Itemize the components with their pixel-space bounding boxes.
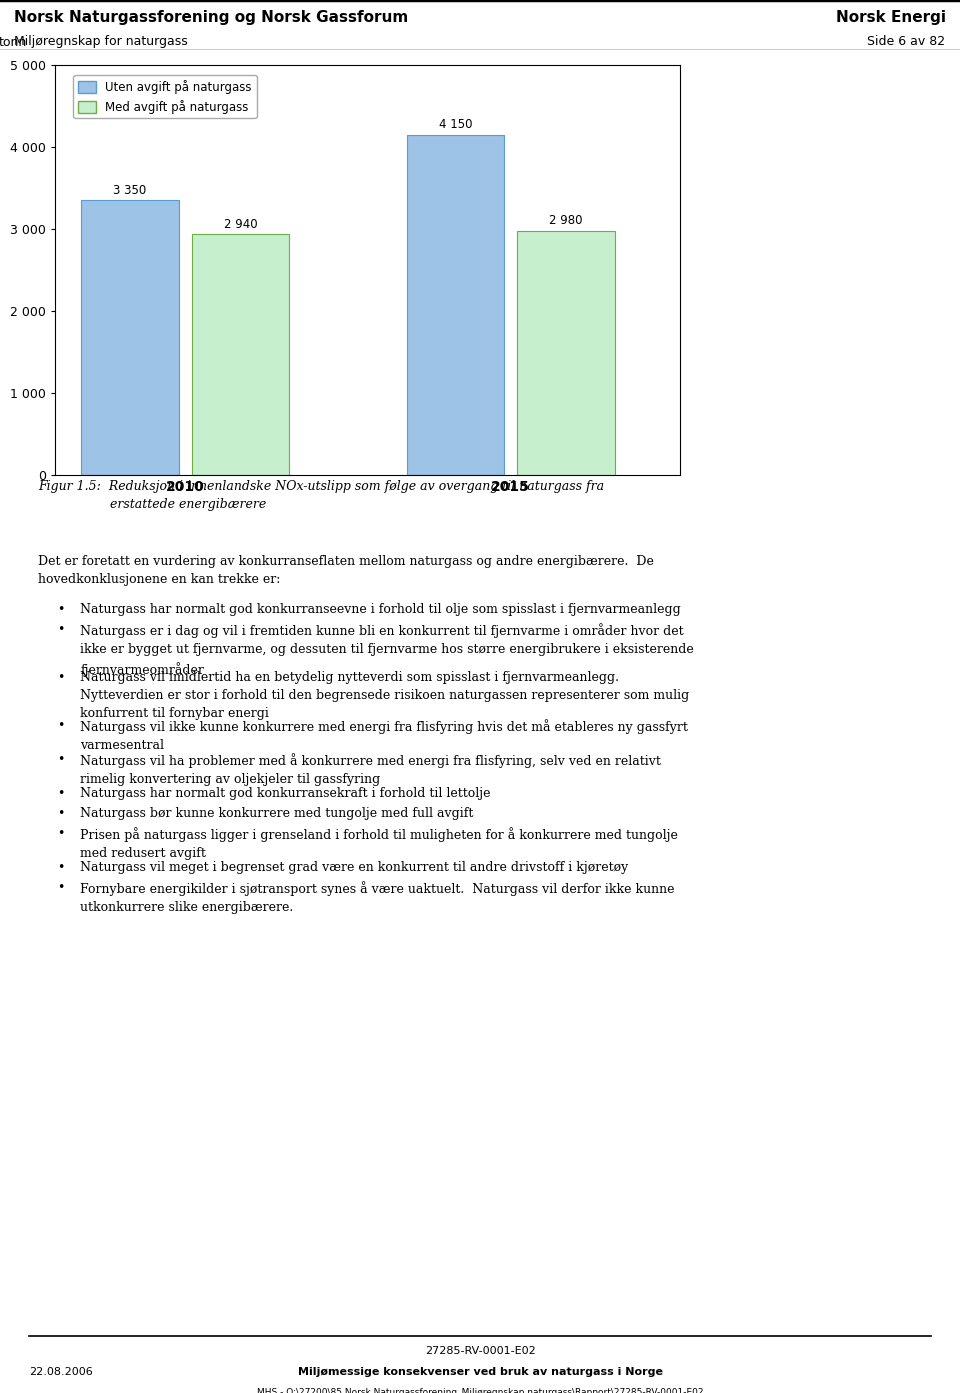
Bar bbox=[81, 201, 179, 475]
Text: 4 150: 4 150 bbox=[439, 118, 472, 131]
Text: Norsk Energi: Norsk Energi bbox=[835, 10, 946, 25]
Text: Naturgass vil meget i begrenset grad være en konkurrent til andre drivstoff i kj: Naturgass vil meget i begrenset grad vær… bbox=[81, 861, 629, 873]
Text: 2 980: 2 980 bbox=[549, 215, 583, 227]
Text: Norsk Naturgassforening og Norsk Gassforum: Norsk Naturgassforening og Norsk Gassfor… bbox=[14, 10, 409, 25]
Text: •: • bbox=[58, 603, 64, 616]
Text: Miljøregnskap for naturgass: Miljøregnskap for naturgass bbox=[14, 35, 188, 47]
Text: Side 6 av 82: Side 6 av 82 bbox=[868, 35, 946, 47]
Text: 3 350: 3 350 bbox=[113, 184, 147, 196]
Text: Fornybare energikilder i sjøtransport synes å være uaktuelt.  Naturgass vil derf: Fornybare energikilder i sjøtransport sy… bbox=[81, 880, 675, 914]
Text: Naturgass er i dag og vil i fremtiden kunne bli en konkurrent til fjernvarme i o: Naturgass er i dag og vil i fremtiden ku… bbox=[81, 623, 694, 677]
Bar bbox=[407, 135, 504, 475]
Text: Naturgass har normalt god konkurranseevne i forhold til olje som spisslast i fje: Naturgass har normalt god konkurranseevn… bbox=[81, 603, 681, 616]
Text: •: • bbox=[58, 787, 64, 800]
Bar bbox=[192, 234, 289, 475]
Legend: Uten avgift på naturgass, Med avgift på naturgass: Uten avgift på naturgass, Med avgift på … bbox=[73, 75, 256, 118]
Text: •: • bbox=[58, 827, 64, 840]
Bar bbox=[517, 231, 615, 475]
Text: Naturgass vil ha problemer med å konkurrere med energi fra flisfyring, selv ved : Naturgass vil ha problemer med å konkurr… bbox=[81, 754, 661, 786]
Text: Naturgass bør kunne konkurrere med tungolje med full avgift: Naturgass bør kunne konkurrere med tungo… bbox=[81, 807, 473, 820]
Text: •: • bbox=[58, 623, 64, 637]
Text: tonn: tonn bbox=[0, 36, 27, 49]
Text: Naturgass vil ikke kunne konkurrere med energi fra flisfyring hvis det må etable: Naturgass vil ikke kunne konkurrere med … bbox=[81, 719, 688, 752]
Text: Miljømessige konsekvenser ved bruk av naturgass i Norge: Miljømessige konsekvenser ved bruk av na… bbox=[298, 1367, 662, 1376]
Text: Det er foretatt en vurdering av konkurranseflaten mellom naturgass og andre ener: Det er foretatt en vurdering av konkurra… bbox=[38, 554, 654, 586]
Text: Naturgass vil imidlertid ha en betydelig nytteverdi som spisslast i fjernvarmean: Naturgass vil imidlertid ha en betydelig… bbox=[81, 671, 689, 720]
Text: •: • bbox=[58, 861, 64, 873]
Text: MHS - O:\27200\85 Norsk Naturgassforening_Miljøregnskap naturgass\Rapport\27285-: MHS - O:\27200\85 Norsk Naturgassforenin… bbox=[256, 1387, 704, 1393]
Text: •: • bbox=[58, 807, 64, 820]
Text: 22.08.2006: 22.08.2006 bbox=[29, 1367, 92, 1376]
Text: •: • bbox=[58, 671, 64, 684]
Text: •: • bbox=[58, 880, 64, 894]
Text: Naturgass har normalt god konkurransekraft i forhold til lettolje: Naturgass har normalt god konkurransekra… bbox=[81, 787, 491, 800]
Text: Figur 1.5:  Reduksjon i innenlandske NOx-utslipp som følge av overgang til natur: Figur 1.5: Reduksjon i innenlandske NOx-… bbox=[38, 481, 605, 511]
Text: •: • bbox=[58, 754, 64, 766]
Text: 27285-RV-0001-E02: 27285-RV-0001-E02 bbox=[424, 1346, 536, 1355]
Text: •: • bbox=[58, 719, 64, 731]
Text: Prisen på naturgass ligger i grenseland i forhold til muligheten for å konkurrer: Prisen på naturgass ligger i grenseland … bbox=[81, 827, 678, 859]
Text: 2 940: 2 940 bbox=[224, 217, 257, 231]
